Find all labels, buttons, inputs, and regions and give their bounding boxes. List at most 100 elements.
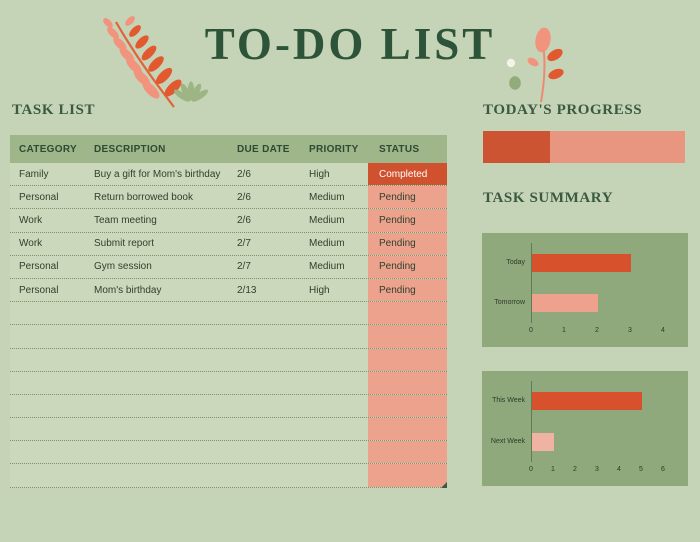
progress-fill [483, 131, 550, 163]
cell-category[interactable]: Work [19, 238, 43, 250]
cell-status[interactable] [368, 418, 447, 441]
cell-priority[interactable] [300, 418, 368, 440]
cell-category[interactable] [10, 349, 85, 371]
cell-category[interactable]: Personal [19, 284, 59, 296]
cell-category[interactable] [10, 464, 85, 486]
chart-bar-this-week [532, 392, 642, 411]
cell-due-date[interactable] [228, 395, 300, 417]
chart-tick-label: 4 [661, 327, 665, 334]
cell-status[interactable] [368, 348, 447, 371]
cell-priority[interactable] [300, 302, 368, 324]
cell-description[interactable] [85, 441, 228, 463]
cell-priority[interactable] [300, 349, 368, 371]
cell-status[interactable] [368, 394, 447, 418]
cell-status[interactable]: Pending [368, 278, 447, 302]
cell-due-date[interactable]: 2/6 [237, 191, 251, 203]
cell-priority[interactable]: High [309, 168, 330, 180]
cell-status[interactable]: Pending [368, 232, 447, 255]
table-row-empty [10, 348, 447, 372]
cell-description[interactable] [85, 418, 228, 440]
cell-priority[interactable]: High [309, 284, 330, 296]
cell-status[interactable] [368, 464, 447, 487]
cell-status[interactable]: Pending [368, 209, 447, 232]
cell-due-date[interactable]: 2/6 [237, 168, 251, 180]
table-row-empty [10, 441, 447, 465]
cell-category[interactable] [10, 372, 85, 394]
column-header-category[interactable]: CATEGORY [19, 143, 77, 155]
cell-priority[interactable] [300, 372, 368, 394]
table-row: Family Buy a gift for Mom's birthday 2/6 Hi… [10, 163, 447, 187]
chart-tick-label: 5 [639, 466, 643, 473]
cell-due-date[interactable]: 2/7 [237, 238, 251, 250]
cell-priority[interactable]: Medium [309, 261, 345, 273]
cell-category[interactable] [10, 395, 85, 417]
sprig-decoration [506, 27, 564, 103]
chart-y-axis [531, 243, 532, 323]
cell-description[interactable] [85, 325, 228, 347]
cell-due-date[interactable] [228, 464, 300, 486]
cell-priority[interactable] [300, 395, 368, 417]
cell-due-date[interactable] [228, 441, 300, 463]
table-resize-handle[interactable] [441, 482, 447, 488]
cell-category[interactable] [10, 302, 85, 324]
cell-description[interactable] [85, 372, 228, 394]
cell-status[interactable]: Pending [368, 186, 447, 209]
cell-priority[interactable]: Medium [309, 191, 345, 203]
cell-category[interactable]: Personal [19, 261, 59, 273]
chart-category-label: Next Week [490, 437, 525, 445]
column-header-description[interactable]: DESCRIPTION [94, 143, 166, 155]
chart-category-label: Tomorrow [494, 299, 525, 306]
chart-tick-label: 3 [595, 466, 599, 473]
cell-due-date[interactable] [228, 302, 300, 324]
column-header-priority[interactable]: PRIORITY [309, 143, 359, 155]
cell-priority[interactable]: Medium [309, 214, 345, 226]
cell-status[interactable]: Completed [368, 163, 447, 186]
chart-bar-tomorrow [532, 294, 598, 312]
fan-plant-decoration [173, 81, 209, 102]
cell-priority[interactable] [300, 441, 368, 463]
table-row: Work Team meeting 2/6 Medium Pending [10, 209, 447, 233]
fern-decoration [103, 16, 209, 108]
cell-category[interactable]: Personal [19, 191, 59, 203]
cell-status[interactable] [368, 371, 447, 394]
cell-description[interactable] [85, 349, 228, 371]
cell-due-date[interactable] [228, 325, 300, 347]
cell-due-date[interactable]: 2/7 [237, 261, 251, 273]
cell-description[interactable]: Buy a gift for Mom's birthday [94, 168, 221, 180]
chart-tick-label: 4 [617, 466, 621, 473]
cell-due-date[interactable] [228, 372, 300, 394]
cell-status[interactable]: Pending [368, 255, 447, 278]
column-header-due-date[interactable]: DUE DATE [237, 143, 290, 155]
cell-status[interactable] [368, 325, 447, 348]
cell-due-date[interactable]: 2/6 [237, 214, 251, 226]
cell-category[interactable] [10, 418, 85, 440]
cell-category[interactable]: Work [19, 214, 43, 226]
cell-category[interactable]: Family [19, 168, 49, 180]
cell-description[interactable]: Return borrowed book [94, 191, 193, 203]
cell-category[interactable] [10, 325, 85, 347]
table-row: Personal Return borrowed book 2/6 Medium Pen… [10, 186, 447, 210]
chart-tick-label: 1 [551, 466, 555, 473]
cell-priority[interactable] [300, 464, 368, 486]
cell-description[interactable] [85, 464, 228, 486]
cell-status[interactable] [368, 302, 447, 325]
table-row-empty [10, 371, 447, 395]
task-list-heading: TASK LIST [12, 102, 96, 118]
cell-due-date[interactable] [228, 418, 300, 440]
cell-description[interactable] [85, 302, 228, 324]
cell-status[interactable] [368, 441, 447, 464]
cell-due-date[interactable]: 2/13 [237, 284, 257, 296]
cell-description[interactable]: Submit report [94, 238, 155, 250]
table-row-empty [10, 302, 447, 326]
white-dot-decoration [506, 58, 516, 68]
cell-priority[interactable]: Medium [309, 238, 345, 250]
cell-description[interactable]: Gym session [94, 261, 152, 273]
cell-category[interactable] [10, 441, 85, 463]
cell-priority[interactable] [300, 325, 368, 347]
cell-description[interactable] [85, 395, 228, 417]
cell-due-date[interactable] [228, 349, 300, 371]
cell-description[interactable]: Mom's birthday [94, 284, 162, 296]
cell-description[interactable]: Team meeting [94, 214, 157, 226]
column-header-status[interactable]: STATUS [379, 143, 420, 155]
todays-progress-heading: TODAY'S PROGRESS [483, 102, 643, 118]
